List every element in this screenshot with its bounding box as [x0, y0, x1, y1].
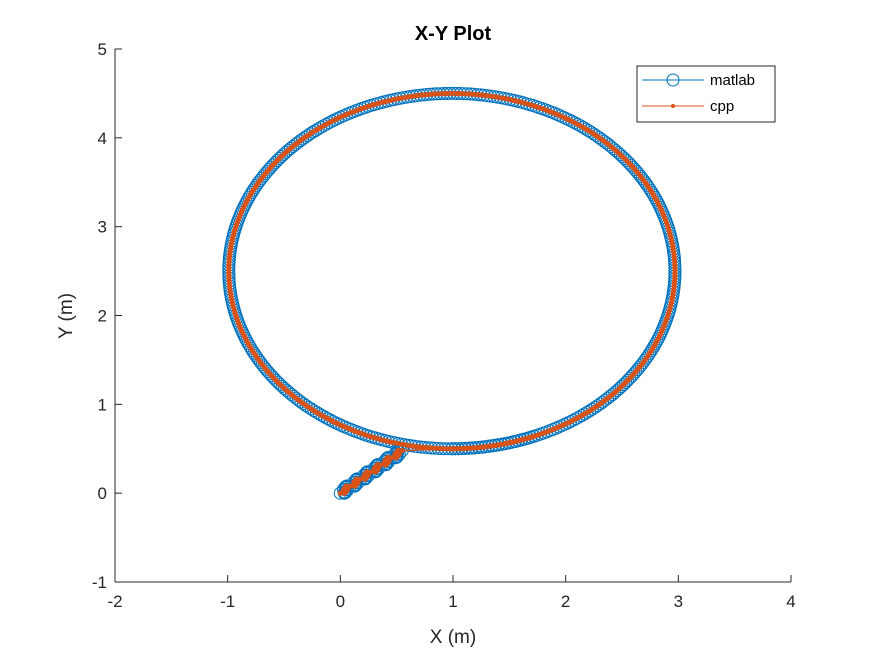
series-cpp [226, 90, 678, 496]
series-matlab [222, 86, 682, 500]
legend-label-matlab: matlab [710, 72, 755, 89]
data-point-matlab [252, 353, 266, 367]
data-point-matlab [642, 181, 656, 195]
data-point-matlab [251, 176, 265, 190]
data-point-matlab [635, 172, 649, 185]
data-point-cpp [386, 458, 392, 465]
data-point-matlab [631, 363, 645, 376]
data-point-cpp [396, 451, 402, 457]
x-tick-label: 2 [561, 592, 570, 611]
x-tick-label: 0 [336, 592, 345, 611]
data-point-cpp [348, 483, 354, 489]
data-point-matlab [638, 353, 652, 367]
legend-label-cpp: cpp [710, 98, 734, 115]
y-tick-label: 5 [98, 40, 107, 59]
y-tick-label: 4 [98, 129, 107, 148]
y-tick-label: -1 [92, 573, 107, 592]
data-point-matlab [329, 416, 343, 430]
data-layer [222, 86, 682, 500]
data-point-cpp [389, 455, 395, 461]
data-point-matlab [326, 415, 340, 428]
data-point-matlab [253, 174, 267, 188]
data-point-matlab [250, 351, 264, 365]
data-point-cpp [337, 490, 343, 496]
data-point-matlab [331, 111, 345, 125]
data-point-matlab [634, 358, 648, 372]
data-point-matlab [640, 178, 654, 192]
data-point-matlab [639, 351, 653, 365]
legend[interactable]: matlab cpp [636, 65, 776, 123]
data-point-matlab [257, 169, 270, 183]
data-point-matlab [254, 355, 267, 369]
data-point-matlab [334, 110, 348, 124]
data-point-cpp [399, 447, 405, 454]
data-point-cpp [379, 462, 385, 468]
data-point-matlab [639, 176, 653, 190]
chart-title: X-Y Plot [415, 23, 492, 45]
data-point-matlab [249, 348, 262, 362]
data-point-matlab [247, 346, 261, 360]
series-line-matlab [228, 92, 676, 495]
data-point-cpp [376, 466, 382, 472]
y-tick-label: 3 [98, 218, 107, 237]
data-point-matlab [636, 356, 650, 370]
y-axis-label: Y (m) [56, 293, 77, 339]
data-point-cpp [355, 480, 361, 486]
x-tick-label: -1 [220, 592, 235, 611]
data-point-matlab [637, 174, 651, 188]
data-point-matlab [255, 171, 269, 185]
y-tick-label: 2 [98, 307, 107, 326]
x-tick-label: 3 [674, 592, 683, 611]
legend-box [636, 65, 776, 123]
data-point-cpp [531, 433, 537, 439]
x-axis-label: X (m) [430, 627, 476, 648]
series-line-cpp [228, 92, 676, 495]
data-point-cpp [365, 473, 371, 479]
data-point-cpp [368, 469, 374, 475]
y-tick-label: 0 [98, 484, 107, 503]
data-point-matlab [561, 416, 574, 430]
x-tick-label: 4 [786, 592, 795, 611]
data-point-matlab [633, 360, 646, 374]
x-tick-label: -2 [107, 592, 122, 611]
legend-marker-cpp [671, 104, 675, 108]
y-tick-label: 1 [98, 395, 107, 414]
data-point-matlab [565, 114, 579, 128]
data-point-matlab [558, 417, 572, 431]
data-point-matlab [556, 110, 570, 124]
data-point-cpp [345, 487, 351, 493]
data-point-matlab [562, 113, 576, 127]
x-tick-label: 1 [448, 592, 457, 611]
legend-marker-matlab [666, 73, 680, 87]
data-point-cpp [358, 476, 364, 482]
data-point-matlab [258, 167, 272, 181]
